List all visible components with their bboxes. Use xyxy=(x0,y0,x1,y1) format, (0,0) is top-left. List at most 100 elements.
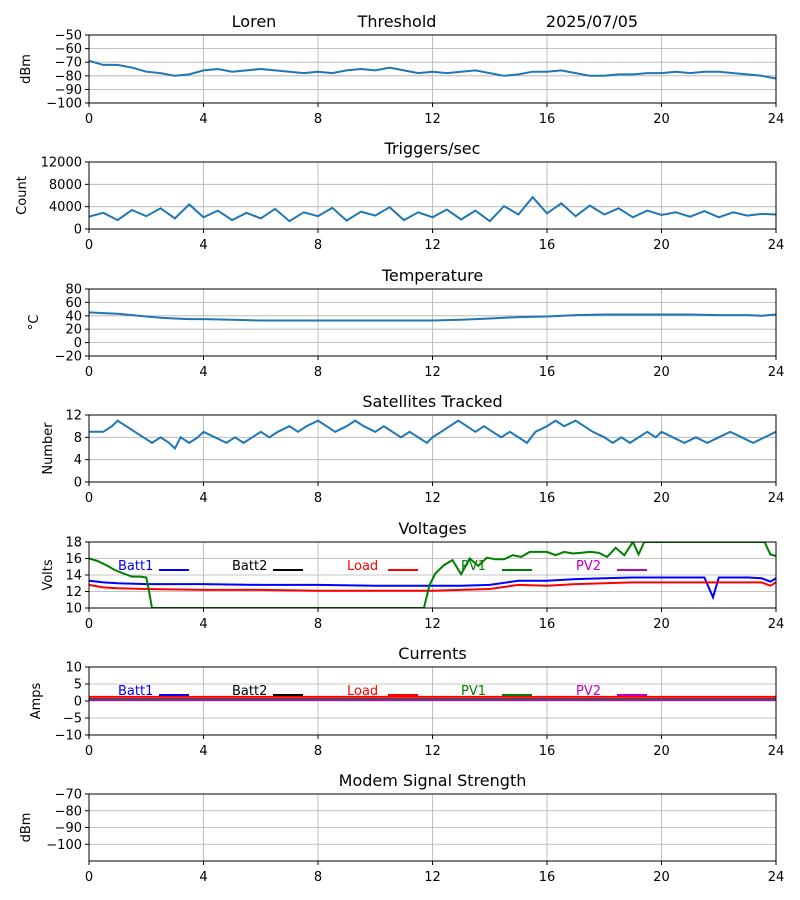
y-tick-label: −5 xyxy=(63,712,82,727)
x-tick-label: 0 xyxy=(85,365,93,380)
series-line-satellites xyxy=(89,419,776,451)
plot-date: 2025/07/05 xyxy=(546,12,638,31)
panel-triggers: 0 4 8 12 16 20 24 0 4000 8000 12000 Triggers/sec Cou… xyxy=(15,139,784,253)
legend-label-load: Load xyxy=(347,684,378,699)
x-tick-label: 8 xyxy=(314,365,322,380)
x-tick-label: 20 xyxy=(653,238,670,253)
figure-header: Loren Threshold 2025/07/05 xyxy=(232,12,638,31)
x-tick-label: 16 xyxy=(539,365,556,380)
plot-name: Threshold xyxy=(357,12,437,31)
y-tick-label: 0 xyxy=(74,336,82,351)
y-tick-label: 4000 xyxy=(49,200,82,215)
panel-title: Currents xyxy=(398,644,466,663)
panel-title: Satellites Tracked xyxy=(362,392,502,411)
y-axis-label: Count xyxy=(15,176,30,215)
x-tick-label: 0 xyxy=(85,744,93,759)
y-axis-label: Amps xyxy=(29,682,44,719)
panel-satellites: 0 4 8 12 16 20 24 0 4 8 12 Satellites Tracked Number xyxy=(41,392,784,506)
x-tick-label: 4 xyxy=(199,365,207,380)
series-line-threshold xyxy=(89,59,776,80)
x-tick-label: 20 xyxy=(653,870,670,885)
panel-title: Voltages xyxy=(398,519,466,538)
panel-title: Triggers/sec xyxy=(384,139,481,158)
x-tick-label: 24 xyxy=(768,112,785,127)
x-tick-label: 4 xyxy=(199,744,207,759)
x-tick-label: 0 xyxy=(85,870,93,885)
y-tick-label: −100 xyxy=(46,838,82,853)
x-tick-label: 4 xyxy=(199,112,207,127)
x-tick-label: 4 xyxy=(199,870,207,885)
x-tick-label: 24 xyxy=(768,238,785,253)
x-tick-label: 16 xyxy=(539,744,556,759)
x-tick-label: 12 xyxy=(424,238,441,253)
panel-threshold: 0 4 8 12 16 20 24 −100−90−80−70−60−50 dBm xyxy=(19,29,784,128)
x-tick-label: 4 xyxy=(199,617,207,632)
y-tick-label: 10 xyxy=(65,661,82,676)
x-tick-label: 4 xyxy=(199,238,207,253)
legend-label-pv1: PV1 xyxy=(461,684,486,699)
y-tick-label: 20 xyxy=(65,323,82,338)
legend-label-batt2: Batt2 xyxy=(232,559,267,574)
series-line-batt1 xyxy=(89,576,776,601)
x-tick-label: 8 xyxy=(314,491,322,506)
y-tick-label: −10 xyxy=(55,729,82,744)
y-tick-label: 60 xyxy=(65,296,82,311)
y-tick-label: −50 xyxy=(55,29,82,44)
series-line-pv1 xyxy=(89,542,776,608)
x-tick-label: 12 xyxy=(424,491,441,506)
x-tick-label: 16 xyxy=(539,491,556,506)
x-tick-label: 0 xyxy=(85,238,93,253)
x-tick-label: 16 xyxy=(539,870,556,885)
x-tick-label: 12 xyxy=(424,617,441,632)
series-line-triggers xyxy=(89,195,776,223)
panel-currents: 0 4 8 12 16 20 24 −10 −5 0 5 10 Currents Amps Batt1 Bat… xyxy=(29,644,784,759)
legend-label-batt1: Batt1 xyxy=(118,559,153,574)
x-tick-label: 20 xyxy=(653,744,670,759)
y-tick-label: 80 xyxy=(65,283,82,298)
legend-label-pv2: PV2 xyxy=(576,559,601,574)
x-tick-label: 8 xyxy=(314,617,322,632)
y-tick-label: −90 xyxy=(55,821,82,836)
y-axis-label: dBm xyxy=(19,813,34,843)
x-tick-label: 16 xyxy=(539,617,556,632)
legend-label-load: Load xyxy=(347,559,378,574)
x-tick-label: 4 xyxy=(199,491,207,506)
legend-label-batt2: Batt2 xyxy=(232,684,267,699)
y-tick-label: 14 xyxy=(65,569,82,584)
y-axis-label: Number xyxy=(41,422,56,475)
y-tick-label: −100 xyxy=(46,97,82,112)
y-tick-label: 12000 xyxy=(41,156,82,171)
series-line-temperature xyxy=(89,311,776,322)
y-tick-label: 12 xyxy=(65,409,82,424)
x-tick-label: 8 xyxy=(314,112,322,127)
legend-label-batt1: Batt1 xyxy=(118,684,153,699)
y-axis-label: Volts xyxy=(41,559,56,591)
y-axis-label: °C xyxy=(27,315,42,331)
panel-title: Modem Signal Strength xyxy=(339,771,527,790)
y-tick-label: −20 xyxy=(55,350,82,365)
panel-title: Temperature xyxy=(381,266,483,285)
y-tick-label: 4 xyxy=(74,453,82,468)
y-tick-label: 18 xyxy=(65,536,82,551)
x-tick-label: 20 xyxy=(653,112,670,127)
panel-modem: 0 4 8 12 16 20 24 −100 −90 −80−70 Modem Signal Str… xyxy=(19,771,784,885)
y-tick-label: −80 xyxy=(55,804,82,819)
x-tick-label: 16 xyxy=(539,112,556,127)
x-tick-label: 8 xyxy=(314,744,322,759)
y-tick-label: 40 xyxy=(65,309,82,324)
y-axis-label: dBm xyxy=(19,54,34,84)
x-tick-label: 12 xyxy=(424,744,441,759)
series-line-load xyxy=(89,581,776,592)
station-name: Loren xyxy=(232,12,277,31)
legend-label-pv1: PV1 xyxy=(461,559,486,574)
x-tick-label: 24 xyxy=(768,491,785,506)
y-tick-label: −90 xyxy=(55,83,82,98)
y-tick-label: 5 xyxy=(74,678,82,693)
x-tick-label: 0 xyxy=(85,491,93,506)
x-tick-label: 24 xyxy=(768,744,785,759)
x-tick-label: 12 xyxy=(424,365,441,380)
